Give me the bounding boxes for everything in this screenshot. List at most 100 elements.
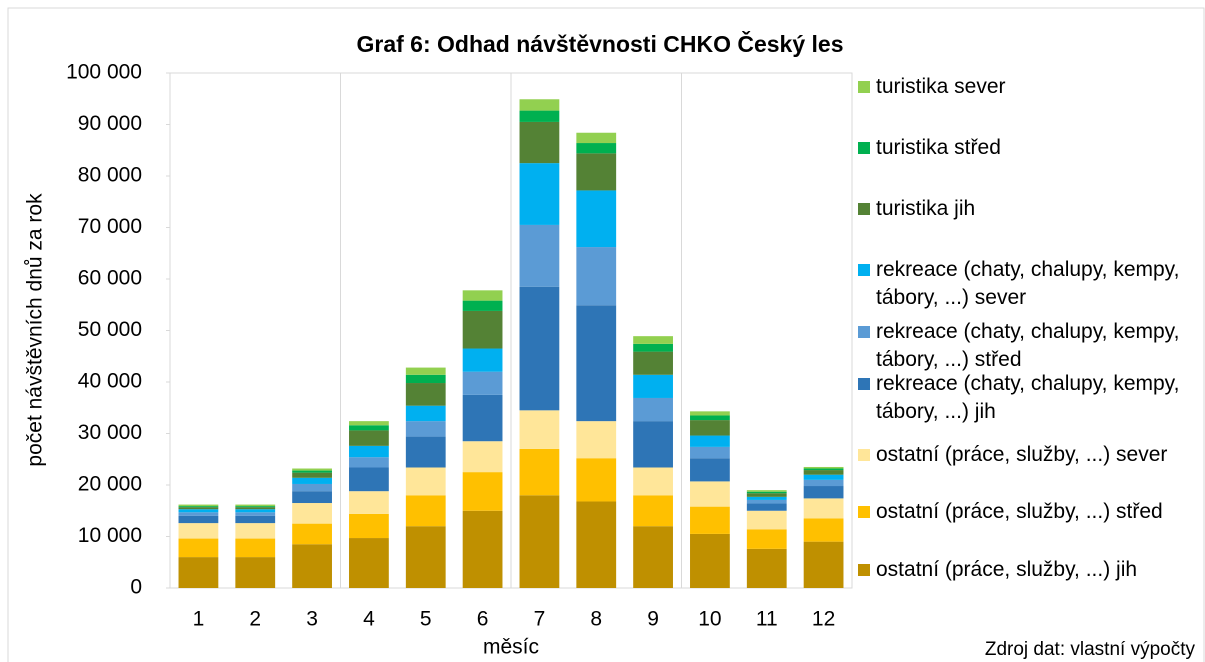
- y-tick-label: 70 000: [78, 215, 142, 238]
- bar-segment: [462, 510, 503, 588]
- bar-segment: [633, 343, 673, 352]
- bar-segment: [235, 507, 276, 510]
- bar-segment: [519, 448, 560, 496]
- bar-segment: [690, 411, 730, 416]
- bar-segment: [746, 490, 787, 492]
- bar-segment: [576, 305, 617, 422]
- legend-item: turistika sever: [858, 73, 1198, 101]
- bar-segment: [292, 470, 332, 473]
- legend-label: turistika střed: [876, 136, 1001, 159]
- x-axis-title: měsíc: [483, 636, 539, 659]
- x-tick-label: 3: [306, 608, 318, 631]
- bar-segment: [690, 435, 730, 447]
- y-tick-label: 10 000: [78, 524, 142, 547]
- bar-segment: [405, 405, 446, 422]
- bar-segment: [746, 548, 787, 588]
- x-tick-label: 10: [698, 608, 721, 631]
- legend-swatch: [858, 378, 870, 390]
- bar-segment: [519, 110, 560, 122]
- bar-segment: [462, 290, 503, 301]
- bar-segment: [519, 99, 560, 111]
- bar-segment: [519, 286, 560, 411]
- bar-segment: [462, 300, 503, 311]
- bar-segment: [690, 481, 730, 507]
- legend-item: rekreace (chaty, chalupy, kempy, tábory,…: [858, 256, 1198, 312]
- legend-swatch: [858, 506, 870, 518]
- bar-segment: [235, 509, 276, 513]
- bar-segment: [292, 472, 332, 478]
- source-note: Zdroj dat: vlastní výpočty: [985, 639, 1196, 660]
- bar-segment: [178, 504, 219, 507]
- bar-segment: [803, 470, 844, 475]
- legend-swatch: [858, 449, 870, 461]
- bar-segment: [519, 121, 560, 164]
- bar-segment: [746, 503, 787, 511]
- bar-segment: [292, 503, 332, 524]
- y-tick-label: 20 000: [78, 473, 142, 496]
- bar-segment: [633, 397, 673, 422]
- bar-segment: [576, 247, 617, 306]
- chart-title: Graf 6: Odhad návštěvnosti CHKO Český le…: [357, 30, 844, 57]
- bar-segment: [235, 523, 276, 539]
- bar-segment: [690, 446, 730, 459]
- x-tick-label: 5: [420, 608, 432, 631]
- x-tick-label: 7: [534, 608, 546, 631]
- bar-segment: [405, 374, 446, 384]
- bar-segment: [633, 351, 673, 375]
- bar-segment: [235, 506, 276, 508]
- chart-border: [7, 7, 1205, 662]
- legend-label: ostatní (práce, služby, ...) jih: [876, 558, 1138, 581]
- bar-segment: [462, 472, 503, 511]
- bar-segment: [576, 501, 617, 588]
- bar-segment: [633, 336, 673, 344]
- bar-segment: [178, 538, 219, 558]
- bar-segment: [462, 348, 503, 372]
- legend-item: ostatní (práce, služby, ...) jih: [858, 556, 1198, 584]
- bar-segment: [178, 506, 219, 508]
- bar-segment: [235, 504, 276, 507]
- legend-swatch: [858, 264, 870, 276]
- bar-segment: [690, 533, 730, 588]
- bar-segment: [803, 474, 844, 480]
- y-tick-label: 40 000: [78, 370, 142, 393]
- bar-segment: [633, 374, 673, 398]
- bar-segment: [405, 436, 446, 468]
- bar-segment: [519, 163, 560, 225]
- bar-segment: [349, 430, 389, 446]
- bar-segment: [292, 544, 332, 588]
- bar-segment: [292, 483, 332, 492]
- legend-label: rekreace (chaty, chalupy, kempy, tábory,…: [876, 372, 1180, 423]
- x-tick-label: 8: [590, 608, 602, 631]
- x-tick-label: 12: [812, 608, 835, 631]
- bar-segment: [349, 457, 389, 468]
- bar-segment: [178, 507, 219, 510]
- bar-segment: [803, 468, 844, 471]
- bar-segment: [746, 496, 787, 500]
- bar-segment: [405, 421, 446, 437]
- x-tick-label: 4: [363, 608, 375, 631]
- bar-segment: [405, 526, 446, 588]
- bar-segment: [803, 486, 844, 499]
- legend-swatch: [858, 142, 870, 154]
- legend-swatch: [858, 203, 870, 215]
- bar-segment: [746, 510, 787, 530]
- legend-swatch: [858, 81, 870, 93]
- y-tick-label: 30 000: [78, 421, 142, 444]
- bar-segment: [633, 467, 673, 496]
- bar-segment: [746, 493, 787, 497]
- legend-item: rekreace (chaty, chalupy, kempy, tábory,…: [858, 370, 1198, 426]
- legend-item: rekreace (chaty, chalupy, kempy, tábory,…: [858, 318, 1198, 374]
- bar-segment: [690, 458, 730, 482]
- legend-item: ostatní (práce, služby, ...) sever: [858, 441, 1198, 469]
- y-tick-label: 100 000: [66, 61, 142, 84]
- bar-segment: [349, 425, 389, 431]
- bar-segment: [690, 415, 730, 421]
- bar-segment: [576, 190, 617, 248]
- legend-item: turistika jih: [858, 195, 1198, 223]
- bar-segment: [576, 421, 617, 459]
- bar-segment: [178, 557, 219, 588]
- legend-item: turistika střed: [858, 134, 1198, 162]
- bar-segment: [235, 557, 276, 588]
- bar-segment: [519, 495, 560, 588]
- bar-segment: [349, 445, 389, 458]
